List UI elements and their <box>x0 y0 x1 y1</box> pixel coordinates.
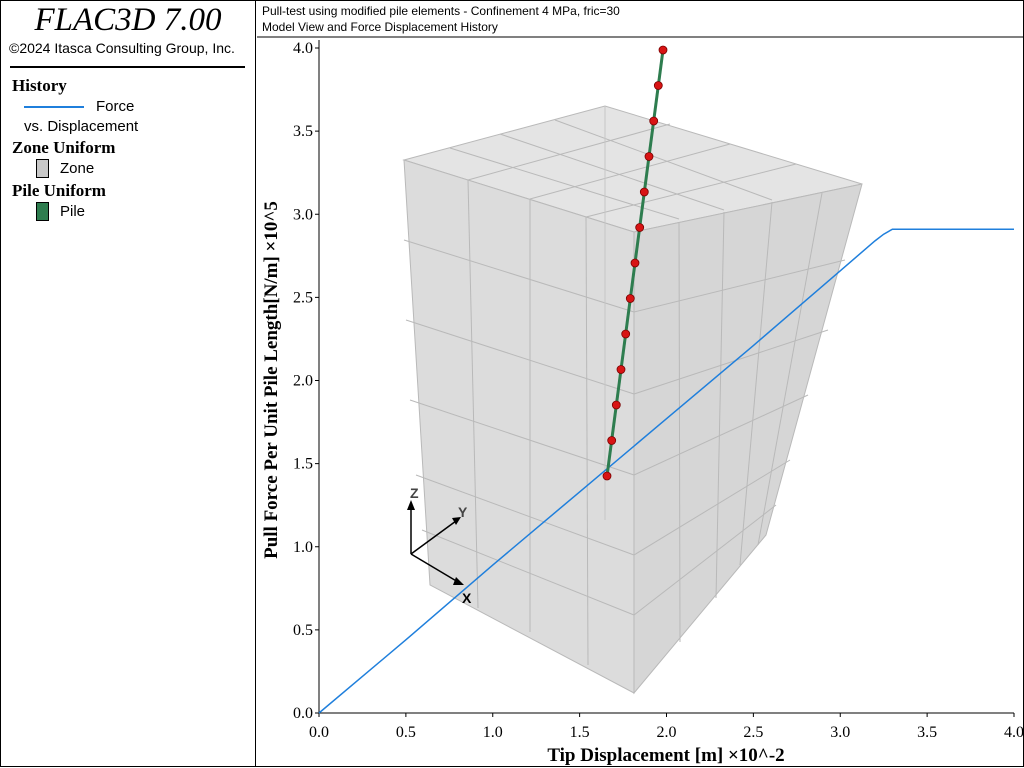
force-series <box>318 228 1014 714</box>
pile-heading: Pile Uniform <box>12 181 106 200</box>
triad-z-label: Z <box>410 485 419 501</box>
y-tick-label: 3.5 <box>293 123 313 140</box>
pile-node <box>625 294 635 303</box>
y-tick-label: 0.0 <box>293 705 313 722</box>
pile-node <box>653 81 663 90</box>
zone-block <box>402 105 863 695</box>
triad-x-label: X <box>462 590 472 606</box>
app-title: FLAC3D 7.00 <box>34 2 222 38</box>
force-line-swatch <box>24 106 84 108</box>
pile-node <box>630 258 640 268</box>
zone-item: Zone <box>60 160 95 177</box>
x-axis-label: Tip Displacement [m] ×10^-2 <box>547 745 784 766</box>
zone-swatch <box>36 159 49 178</box>
pile-nodes <box>602 45 668 481</box>
pile-node <box>607 436 617 445</box>
pile-node <box>644 152 654 161</box>
zone-heading: Zone Uniform <box>12 138 116 157</box>
x-axis-ticks: 0.0 0.5 1.0 1.5 2.0 2.5 3.0 3.5 4.0 <box>309 713 1024 741</box>
x-tick-label: 3.5 <box>917 724 937 741</box>
pile-item: Pile <box>60 203 86 220</box>
series-line-force <box>318 228 1014 714</box>
x-tick-label: 1.0 <box>483 724 503 741</box>
header-line-2: Model View and Force Displacement Histor… <box>262 20 498 34</box>
pile-node <box>639 187 649 197</box>
header-line-1: Pull-test using modified pile elements -… <box>262 4 620 18</box>
history-item-name: Force <box>96 98 135 115</box>
plot-header: Pull-test using modified pile elements -… <box>262 3 620 35</box>
x-tick-label: 1.5 <box>570 724 590 741</box>
pile-node <box>616 365 626 374</box>
y-tick-label: 4.0 <box>293 40 313 57</box>
history-heading: History <box>12 76 67 95</box>
x-tick-label: 4.0 <box>1004 724 1024 741</box>
y-tick-label: 3.0 <box>293 206 313 223</box>
history-item-sub: vs. Displacement <box>24 118 139 135</box>
y-tick-label: 0.5 <box>293 622 313 639</box>
axes-triad <box>407 500 464 585</box>
y-tick-label: 2.0 <box>293 373 313 390</box>
pile-node <box>649 116 659 126</box>
triad-y-label: Y <box>458 504 468 520</box>
x-tick-label: 3.0 <box>830 724 850 741</box>
y-axis-ticks: 0.0 0.5 1.0 1.5 2.0 2.5 3.0 3.5 4.0 <box>293 40 319 722</box>
title-divider <box>10 66 245 68</box>
y-tick-label: 1.5 <box>293 456 313 473</box>
y-tick-label: 2.5 <box>293 289 313 306</box>
x-tick-label: 2.0 <box>657 724 677 741</box>
pile-node <box>635 223 645 232</box>
pile-node <box>658 45 668 55</box>
y-tick-label: 1.0 <box>293 539 313 556</box>
y-axis-label: Pull Force Per Unit Pile Length[N/m] ×10… <box>261 201 282 559</box>
x-tick-label: 0.5 <box>396 724 416 741</box>
pile-node <box>611 400 621 410</box>
x-tick-label: 2.5 <box>743 724 763 741</box>
copyright-text: ©2024 Itasca Consulting Group, Inc. <box>9 40 235 56</box>
legend-panel: FLAC3D 7.00 ©2024 Itasca Consulting Grou… <box>0 0 256 767</box>
pile-swatch <box>36 202 49 221</box>
pile-node <box>621 329 631 339</box>
x-tick-label: 0.0 <box>309 724 329 741</box>
pile-node <box>602 471 612 481</box>
